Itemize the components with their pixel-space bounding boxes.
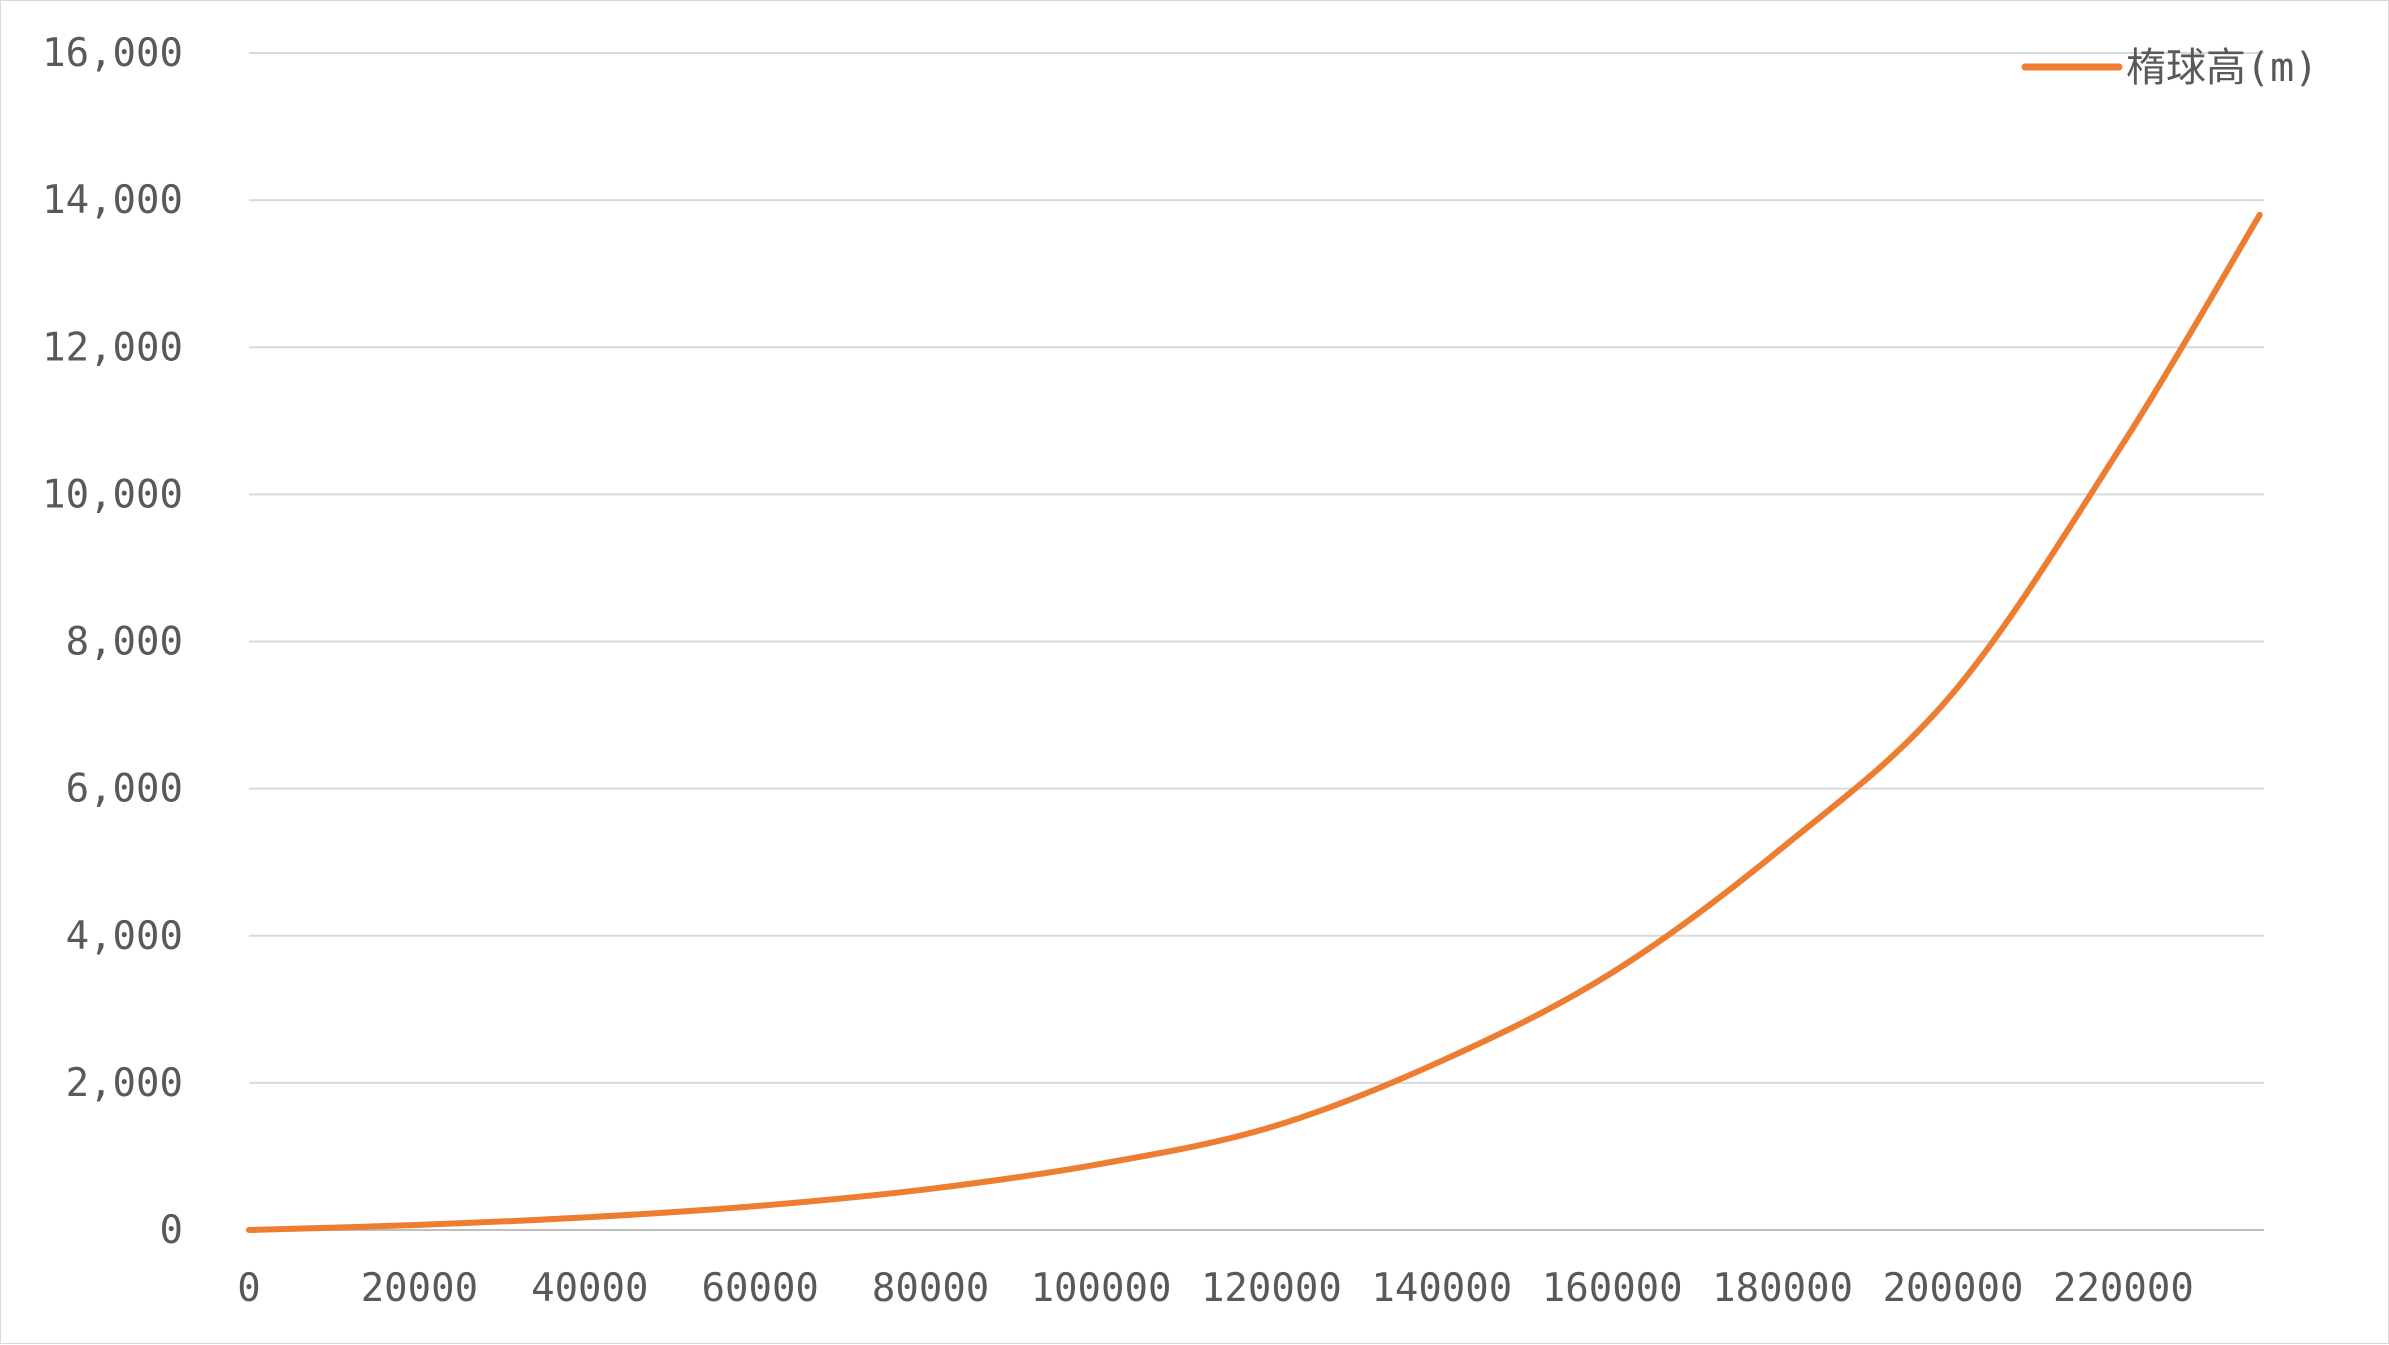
y-tick-label: 12,000 <box>42 325 183 370</box>
x-tick-label: 160000 <box>1542 1266 1683 1311</box>
legend: 楕球高(m) <box>2021 45 2318 91</box>
x-tick-label: 80000 <box>872 1266 989 1311</box>
y-tick-label: 4,000 <box>66 914 183 959</box>
x-tick-label: 20000 <box>361 1266 478 1311</box>
y-tick-label: 10,000 <box>42 472 183 517</box>
y-tick-label: 2,000 <box>66 1061 183 1106</box>
x-tick-label: 0 <box>237 1266 260 1311</box>
x-tick-label: 100000 <box>1031 1266 1172 1311</box>
x-axis: 0 20000 40000 60000 80000 100000 120000 140000 1… <box>237 1266 2194 1311</box>
legend-label: 楕球高(m) <box>2126 45 2318 91</box>
gridlines <box>249 52 2264 1231</box>
y-tick-label: 8,000 <box>66 620 183 665</box>
x-tick-label: 140000 <box>1371 1266 1512 1311</box>
y-tick-label: 16,000 <box>42 31 183 76</box>
x-tick-label: 120000 <box>1201 1266 1342 1311</box>
x-tick-label: 180000 <box>1712 1266 1853 1311</box>
y-tick-label: 0 <box>160 1208 183 1253</box>
series-line <box>246 211 2263 1233</box>
x-tick-label: 60000 <box>702 1266 819 1311</box>
x-tick-label: 40000 <box>531 1266 648 1311</box>
y-tick-label: 6,000 <box>66 767 183 812</box>
y-tick-label: 14,000 <box>42 178 183 223</box>
x-tick-label: 220000 <box>2053 1266 2194 1311</box>
x-tick-label: 200000 <box>1883 1266 2024 1311</box>
series-layer <box>246 211 2263 1233</box>
y-axis: 0 2,000 4,000 6,000 8,000 10,000 12,000 14,000 1… <box>42 31 183 1253</box>
